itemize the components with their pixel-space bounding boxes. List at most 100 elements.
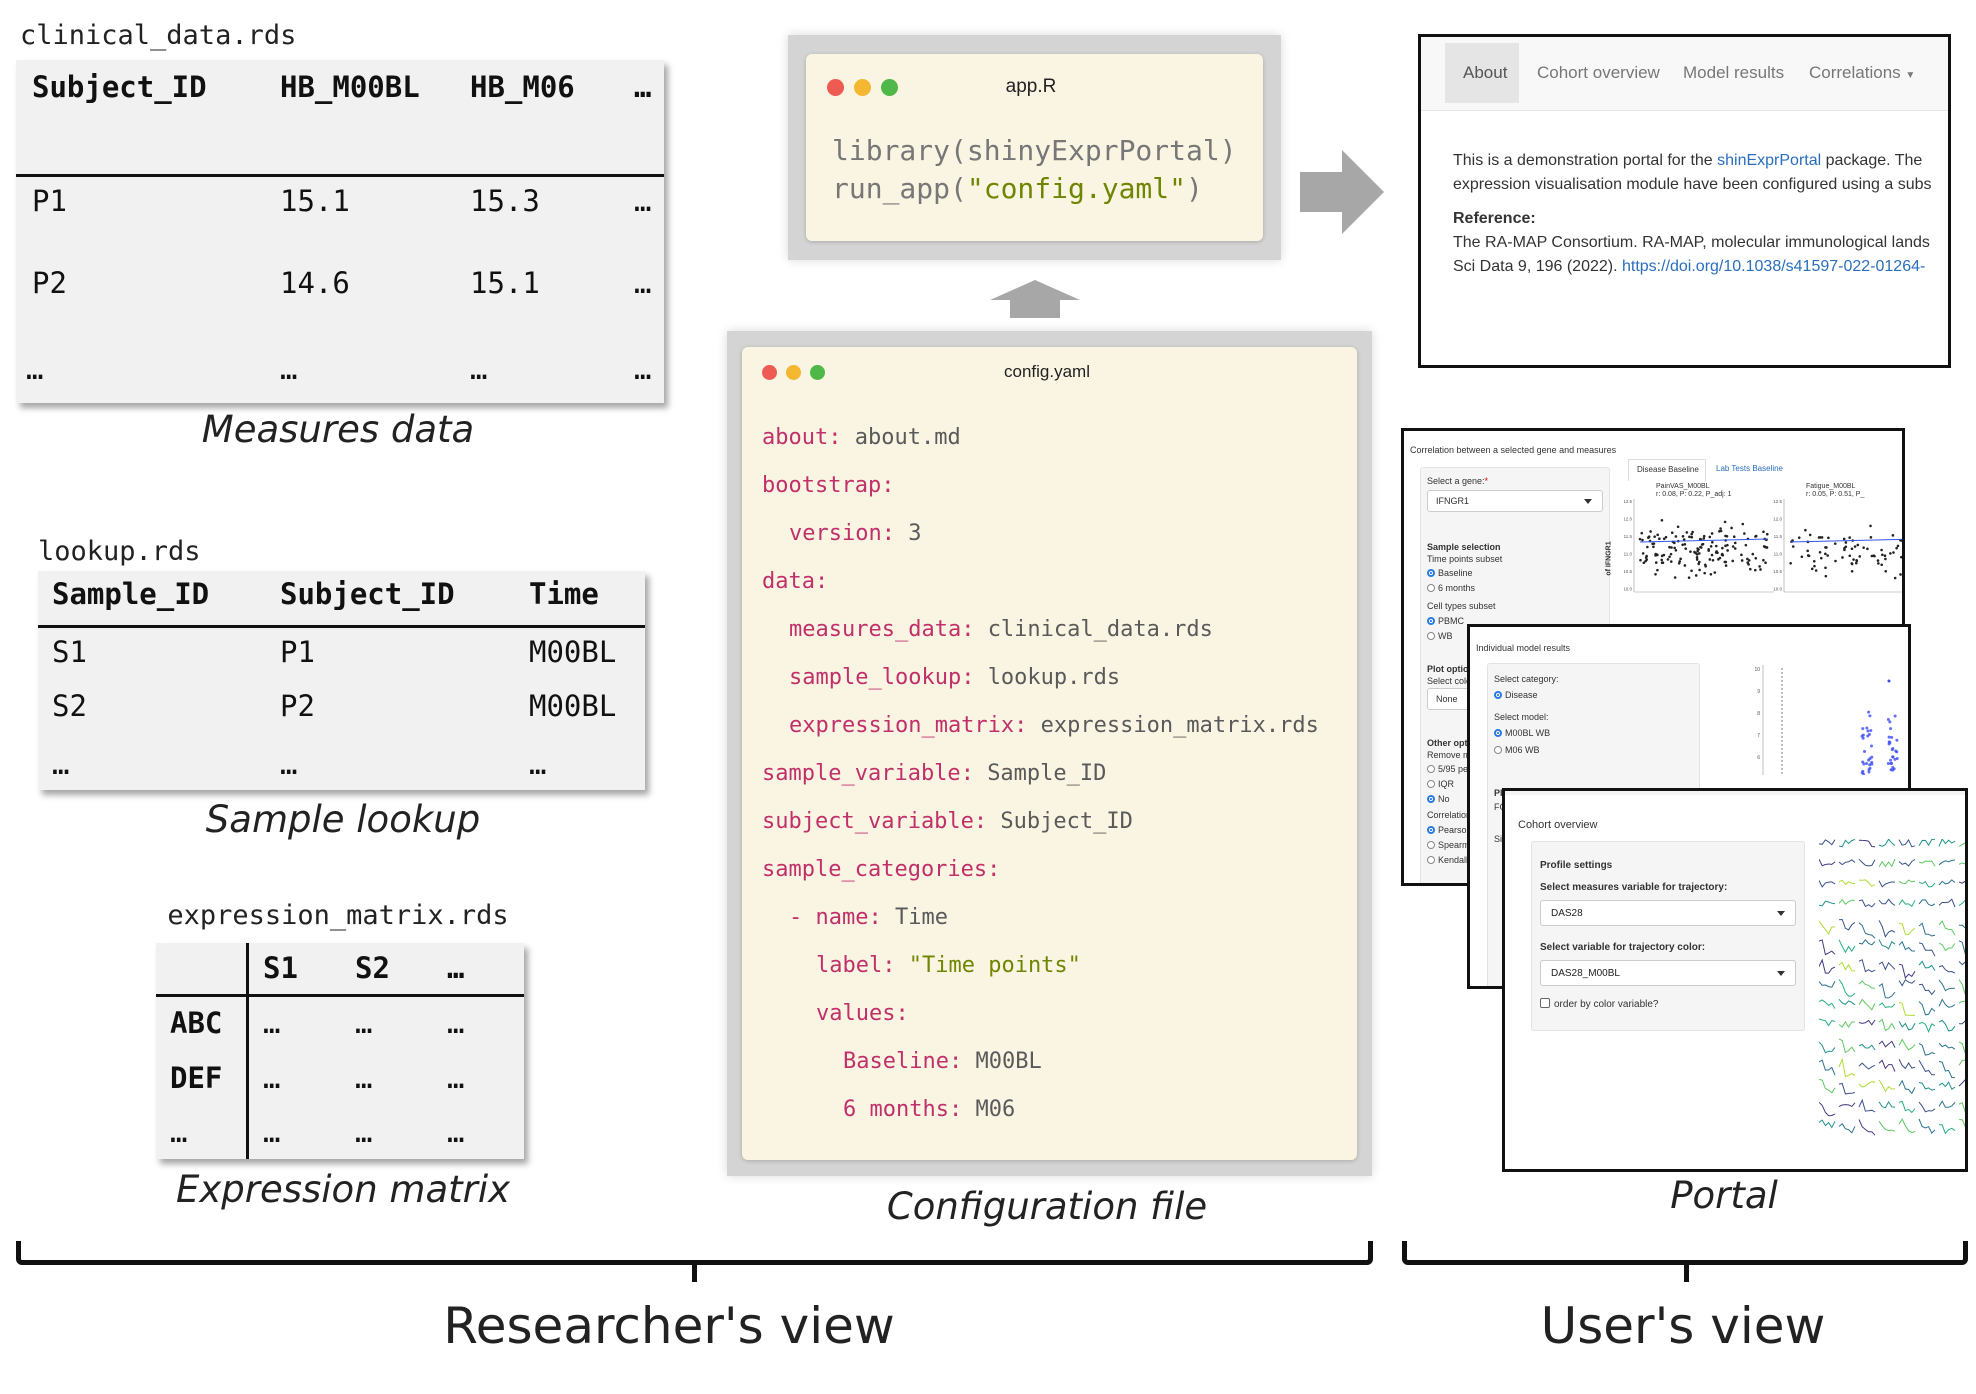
data-point [1670,531,1674,535]
radio-baseline[interactable]: Baseline [1427,568,1473,578]
measure-select[interactable]: DAS28 [1540,900,1796,926]
trajectory-line [1918,881,1936,888]
radio-5-95[interactable]: 5/95 pe [1427,764,1468,774]
radio-pbmc[interactable]: PBMC [1427,616,1464,626]
radio-pearson[interactable]: Pearson [1427,825,1472,835]
yaml-key: expression_matrix [789,713,1015,738]
data-point [1842,537,1846,541]
trajectory-line [1898,1058,1916,1070]
select-value: DAS28 [1551,908,1583,919]
gene-select[interactable]: IFNGR1 [1427,490,1603,512]
data-point [1746,557,1749,561]
section-heading: Profile settings [1540,860,1613,871]
radio-disease[interactable]: Disease [1494,690,1538,700]
doi-link[interactable]: https://doi.org/10.1038/s41597-022-01264… [1621,258,1926,275]
caret-down-icon [1777,970,1785,976]
data-point [1708,558,1712,561]
data-point [1807,554,1811,558]
field-label: Si [1494,834,1503,844]
trajectory-line [1938,1081,1956,1090]
data-point [1668,545,1671,549]
trajectory-line [1878,898,1896,906]
trajectory-line [1838,1102,1856,1108]
data-point [1724,544,1727,548]
trajectory-line [1819,900,1836,907]
reference-line: Sci Data 9, 196 (2022). https://doi.org/… [1453,255,1932,279]
radio-icon [1427,632,1435,640]
tab-model-results[interactable]: Model results [1683,63,1785,82]
data-point [1866,547,1869,551]
data-point [1759,568,1762,571]
data-point [1806,549,1809,553]
trajectory-line [1878,858,1896,868]
data-point [1695,556,1699,559]
trajectory-line [1858,879,1876,887]
radio-spearman[interactable]: Spearm [1427,840,1470,850]
header-divider [156,994,524,997]
order-checkbox[interactable]: order by color variable? [1540,998,1659,1010]
data-point [1867,710,1871,714]
row-header: DEF [170,1061,223,1095]
data-point [1740,553,1743,557]
radio-icon [1427,584,1435,592]
radio-icon [1427,826,1435,834]
data-point [1731,559,1735,563]
data-point [1758,565,1761,568]
yaml-line: 6 months: M06 [843,1097,1015,1122]
y-tick-label: 10.5 [1773,569,1782,574]
yaml-key: version [789,521,882,546]
tab-disease-baseline[interactable]: Disease Baseline [1628,459,1706,481]
y-tick-label: 11.0 [1774,552,1783,557]
data-point [1824,552,1827,556]
data-point [1726,549,1729,552]
page-title: Correlation between a selected gene and … [1410,445,1617,455]
yaml-value: about.md [854,425,961,450]
radio-iqr[interactable]: IQR [1427,779,1454,789]
data-point [1797,536,1801,539]
data-point [1848,554,1852,558]
tab-cohort-overview[interactable]: Cohort overview [1537,63,1660,82]
data-point [1640,531,1644,535]
tab-correlations[interactable]: Correlations ▼ [1809,63,1915,83]
trajectory-line [1858,899,1876,908]
data-point [1887,679,1891,683]
plot-title: Fatigue_M00BL [1806,483,1856,490]
field-label: Time points subset [1427,554,1503,564]
data-point [1765,532,1769,536]
tab-lab-tests-baseline[interactable]: Lab Tests Baseline [1716,464,1784,473]
row-header: … [170,1115,188,1149]
color-variable-select[interactable]: DAS28_M00BL [1540,960,1796,986]
radio-wb[interactable]: WB [1427,631,1453,641]
plot-title: PainVAS_M00BL [1656,483,1710,490]
y-tick-label: 8 [1757,711,1760,717]
trajectory-line [1898,879,1916,885]
y-tick-label: 12.5 [1773,499,1782,504]
maximize-dot-icon [810,365,825,380]
trajectory-line [1898,1038,1916,1051]
data-point [1702,537,1706,540]
radio-kendall[interactable]: Kendall [1427,855,1468,865]
package-link[interactable]: shinExprPortal [1717,152,1822,169]
radio-icon [1427,856,1435,864]
data-point [1682,538,1686,541]
yaml-key: sample_categories [762,857,988,882]
cell: … [263,1006,281,1040]
data-point [1743,532,1746,535]
trajectory-line [1819,1018,1836,1027]
data-point [1890,748,1894,752]
tab-about[interactable]: About [1463,63,1508,82]
yaml-line: bootstrap: [762,473,894,498]
data-point [1747,563,1750,566]
radio-icon [1427,795,1435,803]
data-point [1900,555,1902,559]
select-value: None [1436,694,1458,704]
data-point [1651,542,1654,546]
radio-6-months[interactable]: 6 months [1427,583,1475,593]
radio-no[interactable]: No [1427,794,1450,804]
radio-m06-wb[interactable]: M06 WB [1494,745,1540,755]
trajectory-line [1838,839,1856,848]
trajectory-line [1819,999,1836,1009]
radio-m00bl-wb[interactable]: M00BL WB [1494,728,1550,738]
trajectory-line [1838,1082,1856,1095]
header-cell: Time [529,577,599,611]
